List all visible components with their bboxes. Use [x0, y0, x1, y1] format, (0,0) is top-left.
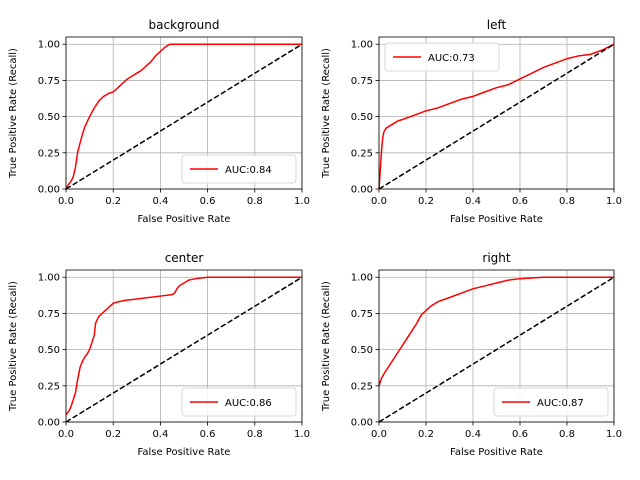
y-axis-label: True Positive Rate (Recall): [321, 281, 332, 412]
x-tick-label: 0.6: [200, 196, 216, 207]
y-tick-label: 0.50: [38, 345, 60, 356]
x-tick-label: 1.0: [294, 429, 310, 440]
x-tick-label: 0.0: [371, 196, 387, 207]
y-tick-label: 0.25: [38, 148, 60, 159]
x-tick-label: 0.2: [105, 196, 121, 207]
legend: AUC:0.73: [384, 42, 500, 72]
y-tick-label: 0.75: [38, 76, 60, 87]
y-tick-label: 0.00: [38, 418, 60, 429]
x-tick-label: 1.0: [294, 196, 310, 207]
legend-label: AUC:0.84: [225, 165, 272, 176]
y-tick-label: 0.00: [351, 185, 373, 196]
x-tick-label: 0.4: [465, 196, 481, 207]
legend: AUC:0.86: [181, 387, 297, 417]
y-tick-label: 1.00: [38, 40, 60, 51]
y-tick-label: 0.00: [351, 418, 373, 429]
y-tick-label: 0.75: [351, 76, 373, 87]
x-tick-label: 0.8: [559, 196, 575, 207]
x-tick-label: 0.2: [105, 429, 121, 440]
x-tick-label: 0.8: [247, 429, 263, 440]
y-tick-label: 0.50: [38, 112, 60, 123]
y-tick-label: 0.00: [38, 185, 60, 196]
legend-label: AUC:0.86: [225, 398, 272, 409]
legend-box: [181, 154, 297, 184]
y-tick-label: 0.25: [38, 381, 60, 392]
legend: AUC:0.84: [181, 154, 297, 184]
y-tick-label: 0.25: [351, 148, 373, 159]
x-tick-label: 0.0: [371, 429, 387, 440]
x-tick-label: 0.4: [152, 196, 168, 207]
x-tick-label: 0.0: [58, 429, 74, 440]
y-tick-label: 0.50: [351, 345, 373, 356]
roc-panel-left: 0.0 0.2 0.4 0.6 0.8 1.0 0.00 0.25 0.50 0.75 1.00 le…: [321, 18, 622, 225]
x-axis-label: False Positive Rate: [450, 214, 543, 225]
roc-panel-center: 0.0 0.2 0.4 0.6 0.8 1.0 0.00 0.25 0.50 0.75 1.00 ce…: [8, 251, 310, 458]
x-tick-label: 0.2: [418, 429, 434, 440]
chance-diagonal-line: [65, 276, 303, 423]
y-tick-label: 1.00: [351, 273, 373, 284]
axes-frame: [65, 269, 303, 423]
y-tick-label: 0.75: [38, 309, 60, 320]
panel-title: center: [165, 251, 204, 265]
legend-label: AUC:0.73: [428, 53, 475, 64]
legend-box: [493, 387, 609, 417]
y-axis-label: True Positive Rate (Recall): [8, 281, 19, 412]
roc-curve: [65, 43, 302, 190]
panel-title: left: [487, 18, 507, 32]
y-tick-label: 0.50: [351, 112, 373, 123]
x-tick-label: 0.8: [247, 196, 263, 207]
axes-frame: [65, 36, 303, 190]
panel-title: right: [482, 251, 510, 265]
x-tick-label: 0.2: [418, 196, 434, 207]
axes-frame: [378, 269, 615, 423]
x-tick-label: 0.0: [58, 196, 74, 207]
x-tick-label: 1.0: [606, 196, 622, 207]
y-tick-label: 1.00: [351, 40, 373, 51]
legend-box: [181, 387, 297, 417]
chance-diagonal-line: [378, 43, 615, 190]
chance-diagonal-line: [65, 43, 303, 190]
roc-panel-background: 0.0 0.2 0.4 0.6 0.8 1.0 0.00 0.25 0.50 0.75 1.00 ba…: [8, 18, 310, 225]
legend-label: AUC:0.87: [537, 398, 584, 409]
axes-frame: [378, 36, 615, 190]
roc-panel-right: 0.0 0.2 0.4 0.6 0.8 1.0 0.00 0.25 0.50 0.75 1.00 ri…: [321, 251, 622, 458]
x-tick-label: 1.0: [606, 429, 622, 440]
y-tick-label: 1.00: [38, 273, 60, 284]
x-tick-label: 0.6: [200, 429, 216, 440]
y-axis-label: True Positive Rate (Recall): [8, 48, 19, 179]
roc-curve: [65, 276, 302, 416]
x-axis-label: False Positive Rate: [138, 214, 231, 225]
y-tick-label: 0.25: [351, 381, 373, 392]
y-tick-label: 0.75: [351, 309, 373, 320]
roc-curve: [378, 43, 615, 190]
legend-box: [384, 42, 500, 72]
x-tick-label: 0.6: [512, 196, 528, 207]
x-axis-label: False Positive Rate: [138, 447, 231, 458]
x-axis-label: False Positive Rate: [450, 447, 543, 458]
panel-title: background: [149, 18, 220, 32]
x-tick-label: 0.4: [465, 429, 481, 440]
x-tick-label: 0.4: [152, 429, 168, 440]
y-axis-label: True Positive Rate (Recall): [321, 48, 332, 179]
chance-diagonal-line: [378, 276, 615, 423]
roc-curve: [378, 276, 614, 387]
x-tick-label: 0.8: [559, 429, 575, 440]
legend: AUC:0.87: [493, 387, 609, 417]
x-tick-label: 0.6: [512, 429, 528, 440]
